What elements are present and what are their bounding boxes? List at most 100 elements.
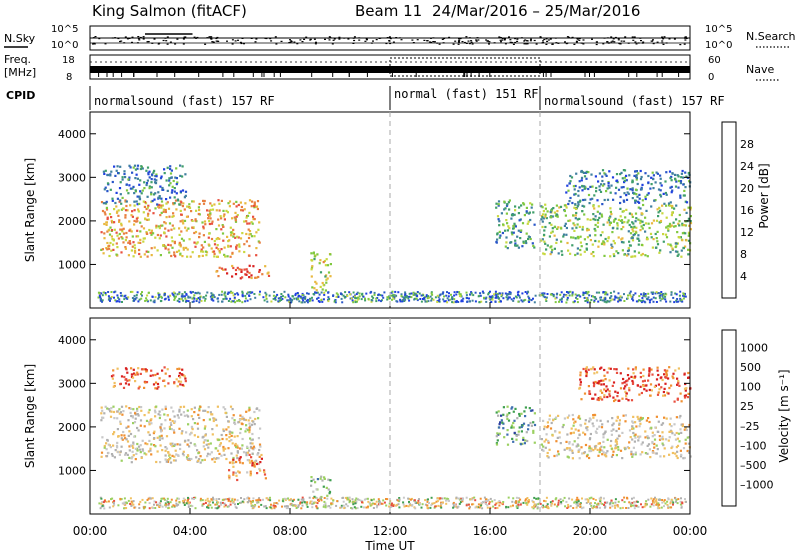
scatter-point <box>188 445 191 448</box>
scatter-point <box>650 291 653 294</box>
scatter-point <box>268 294 271 297</box>
scatter-point <box>224 295 227 298</box>
scatter-point <box>600 426 604 429</box>
scatter-point <box>427 300 430 303</box>
scatter-point <box>614 217 617 220</box>
scatter-point <box>116 197 119 200</box>
scatter-point <box>557 501 560 504</box>
scatter-point <box>665 204 668 207</box>
scatter-point <box>156 382 160 386</box>
scatter-point <box>613 242 616 245</box>
scatter-point <box>602 291 605 293</box>
scatter-point <box>108 506 111 509</box>
scatter-point <box>570 176 574 179</box>
scatter-point <box>494 300 497 303</box>
scatter-point <box>170 176 173 179</box>
scatter-point <box>677 222 680 225</box>
scatter-point <box>258 270 261 273</box>
nsky-point <box>365 38 368 40</box>
scatter-point <box>650 205 653 208</box>
scatter-point <box>375 297 378 300</box>
scatter-point <box>229 503 232 506</box>
nsky-point <box>477 39 480 41</box>
scatter-point <box>218 438 221 441</box>
scatter-point <box>568 200 571 203</box>
scatter-point <box>416 501 419 504</box>
scatter-point <box>483 296 485 299</box>
scatter-point <box>238 447 242 450</box>
scatter-point <box>670 245 673 248</box>
scatter-point <box>508 291 511 293</box>
scatter-point <box>677 498 680 501</box>
scatter-point <box>170 228 173 231</box>
scatter-point <box>602 379 605 382</box>
scatter-point <box>234 236 237 239</box>
scatter-point <box>259 290 261 293</box>
scatter-point <box>119 420 122 423</box>
scatter-point <box>122 227 125 230</box>
scatter-point <box>165 460 168 463</box>
scatter-point <box>113 296 115 299</box>
scatter-point <box>505 204 509 207</box>
scatter-point <box>119 383 122 386</box>
scatter-point <box>148 421 151 424</box>
scatter-point <box>206 455 209 458</box>
nsky-point <box>331 43 334 45</box>
scatter-point <box>322 284 325 287</box>
scatter-point <box>631 379 634 383</box>
scatter-point <box>455 505 458 508</box>
nsky-point <box>142 38 145 40</box>
scatter-point <box>183 414 186 417</box>
scatter-point <box>193 434 196 437</box>
scatter-point <box>183 208 186 211</box>
scatter-point <box>103 232 106 235</box>
scatter-point <box>147 171 150 175</box>
scatter-point <box>275 295 278 298</box>
scatter-point <box>173 297 176 300</box>
scatter-point <box>327 271 331 274</box>
scatter-point <box>239 414 242 417</box>
scatter-point <box>244 418 247 422</box>
scatter-point <box>667 439 670 442</box>
scatter-point <box>235 506 238 509</box>
nsky-point <box>613 41 616 43</box>
scatter-point <box>669 204 672 207</box>
scatter-point <box>159 234 162 237</box>
scatter-point <box>154 387 157 390</box>
scatter-point <box>509 291 512 294</box>
scatter-point <box>615 371 619 374</box>
scatter-point <box>248 422 251 425</box>
scatter-point <box>203 220 207 223</box>
scatter-point <box>613 399 616 403</box>
scatter-point <box>680 431 683 434</box>
scatter-point <box>581 225 584 229</box>
scatter-point <box>670 498 673 501</box>
scatter-point <box>356 291 359 294</box>
scatter-point <box>572 214 575 217</box>
scatter-point <box>621 382 624 385</box>
scatter-point <box>173 253 176 256</box>
scatter-point <box>577 416 580 419</box>
scatter-point <box>524 415 527 418</box>
nsky-point <box>610 36 613 38</box>
scatter-point <box>651 450 655 453</box>
scatter-point <box>625 507 628 509</box>
scatter-point <box>267 274 271 277</box>
scatter-point <box>617 446 620 449</box>
scatter-point <box>544 446 547 449</box>
scatter-point <box>532 211 535 214</box>
scatter-point <box>101 409 104 412</box>
scatter-point <box>523 442 526 445</box>
scatter-point <box>681 169 684 173</box>
scatter-point <box>161 437 164 440</box>
scatter-point <box>669 417 672 420</box>
scatter-point <box>582 367 585 371</box>
scatter-point <box>211 458 214 461</box>
scatter-point <box>210 292 213 295</box>
scatter-point <box>118 453 121 456</box>
scatter-point <box>199 499 202 502</box>
scatter-point <box>117 451 120 454</box>
nsky-point <box>441 38 444 40</box>
scatter-point <box>249 233 252 236</box>
scatter-point <box>357 298 360 301</box>
